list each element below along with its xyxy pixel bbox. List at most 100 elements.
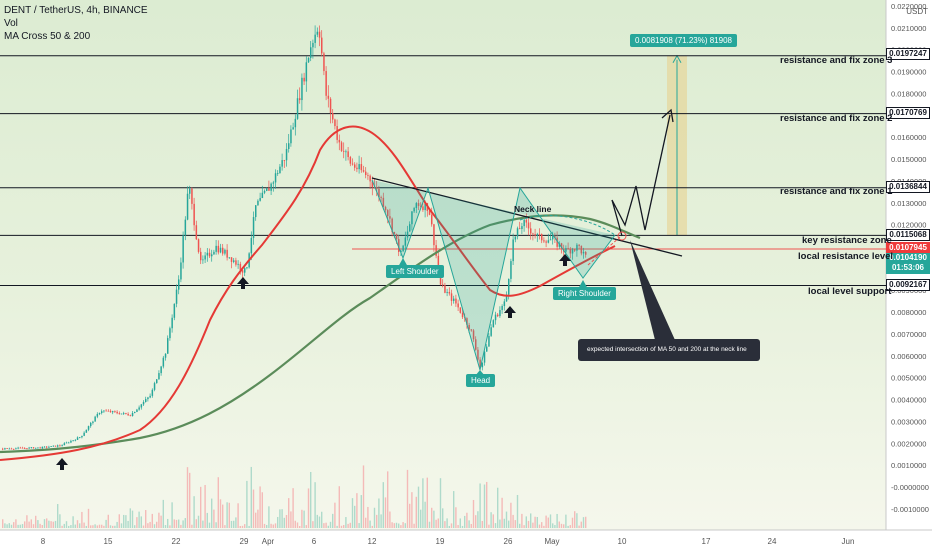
local-resistance-label[interactable]: local resistance level bbox=[798, 251, 894, 262]
volume-bar bbox=[145, 510, 147, 528]
candle-body bbox=[65, 442, 68, 444]
volume-bar bbox=[466, 512, 468, 528]
candle-body bbox=[323, 53, 325, 72]
candle-body bbox=[171, 317, 173, 329]
time-tick-label: 8 bbox=[41, 537, 46, 546]
volume-bar bbox=[105, 519, 107, 528]
candle-body bbox=[431, 214, 433, 225]
neck-line-label[interactable]: Neck line bbox=[514, 204, 552, 214]
candle-body bbox=[299, 98, 301, 101]
candle-body bbox=[114, 411, 116, 412]
candle-body bbox=[164, 353, 167, 358]
volume-bar bbox=[270, 523, 272, 528]
candle-body bbox=[19, 447, 22, 449]
volume-bar bbox=[277, 516, 279, 528]
candle-body bbox=[578, 244, 580, 246]
volume-bar bbox=[556, 513, 558, 528]
resistance-zone-1-label[interactable]: resistance and fix zone 1 bbox=[780, 186, 893, 197]
candle-body bbox=[391, 218, 393, 232]
volume-bar bbox=[114, 525, 116, 528]
volume-bar bbox=[15, 519, 17, 528]
candle-body bbox=[52, 445, 55, 447]
volume-bar bbox=[347, 523, 349, 528]
volume-bar bbox=[116, 521, 118, 528]
volume-bar bbox=[158, 512, 160, 528]
key-price-label: 0.0115068 bbox=[886, 229, 930, 241]
candle-body bbox=[208, 252, 211, 257]
candle-body bbox=[545, 241, 547, 243]
candle-body bbox=[336, 126, 338, 140]
volume-bar bbox=[457, 524, 459, 528]
volume-bar bbox=[400, 525, 402, 528]
price-tick-label: 0.0120000 bbox=[891, 221, 926, 230]
candle-body bbox=[72, 440, 74, 442]
volume-bar bbox=[184, 518, 186, 528]
candle-body bbox=[508, 278, 510, 295]
candle-body bbox=[580, 245, 583, 254]
volume-bar bbox=[193, 496, 195, 528]
candle-body bbox=[318, 31, 321, 38]
volume-bar bbox=[303, 510, 305, 528]
candle-body bbox=[378, 188, 380, 198]
candle-body bbox=[270, 183, 272, 191]
left-shoulder-label[interactable]: Left Shoulder bbox=[386, 265, 444, 278]
candle-body bbox=[499, 310, 501, 317]
volume-bar bbox=[272, 524, 274, 528]
volume-bar bbox=[349, 522, 351, 528]
volume-bar bbox=[549, 514, 552, 528]
volume-bar bbox=[571, 517, 574, 528]
candle-body bbox=[6, 448, 8, 449]
candle-body bbox=[519, 228, 521, 230]
key-resistance-label[interactable]: key resistance zone bbox=[802, 235, 892, 246]
candle-body bbox=[312, 42, 314, 48]
candle-body bbox=[523, 219, 525, 227]
candle-body bbox=[448, 291, 451, 294]
candle-body bbox=[15, 448, 17, 450]
ma-intersection-note[interactable]: expected intersection of MA 50 and 200 a… bbox=[580, 341, 754, 358]
symbol-title[interactable]: DENT / TetherUS, 4h, BINANCE bbox=[4, 5, 148, 16]
volume-bar bbox=[30, 519, 32, 528]
volume-bar bbox=[499, 519, 501, 528]
volume-bar bbox=[490, 512, 492, 528]
up-arrow-icon bbox=[237, 277, 249, 289]
candle-body bbox=[54, 445, 57, 447]
volume-bar bbox=[285, 514, 288, 528]
ma-cross-indicator-label[interactable]: MA Cross 50 & 200 bbox=[4, 31, 91, 42]
candle-body bbox=[402, 245, 404, 252]
candle-body bbox=[197, 239, 200, 252]
volume-bar bbox=[494, 523, 497, 528]
candle-body bbox=[241, 270, 244, 273]
candle-body bbox=[488, 335, 490, 347]
candle-body bbox=[142, 401, 145, 405]
volume-bar bbox=[173, 519, 175, 528]
resistance-zone-2-label[interactable]: resistance and fix zone 2 bbox=[780, 113, 893, 124]
volume-bar bbox=[8, 523, 10, 528]
volume-bar bbox=[307, 488, 310, 528]
volume-bar bbox=[266, 524, 268, 528]
candle-body bbox=[461, 312, 464, 318]
target-measure-label[interactable]: 0.0081908 (71.23%) 81908 bbox=[630, 34, 737, 47]
head-label[interactable]: Head bbox=[466, 374, 496, 387]
volume-bar bbox=[252, 489, 255, 528]
volume-bar bbox=[142, 525, 145, 528]
volume-bar bbox=[340, 525, 343, 528]
r1-price-label: 0.0136844 bbox=[886, 181, 930, 193]
candle-body bbox=[244, 268, 246, 273]
candle-body bbox=[290, 129, 292, 144]
volume-bar bbox=[395, 522, 398, 528]
volume-bar bbox=[351, 498, 354, 528]
volume-bar bbox=[567, 525, 569, 528]
candle-body bbox=[37, 447, 39, 449]
right-shoulder-label[interactable]: Right Shoulder bbox=[553, 287, 616, 300]
volume-bar bbox=[127, 520, 129, 528]
volume-bar bbox=[378, 498, 380, 528]
volume-bar bbox=[475, 515, 477, 528]
volume-indicator-label[interactable]: Vol bbox=[4, 18, 18, 29]
volume-bar bbox=[76, 520, 79, 528]
local-support-label[interactable]: local level support bbox=[808, 286, 892, 297]
candle-body bbox=[450, 293, 453, 301]
candle-body bbox=[536, 233, 539, 236]
resistance-zone-3-label[interactable]: resistance and fix zone 3 bbox=[780, 55, 893, 66]
